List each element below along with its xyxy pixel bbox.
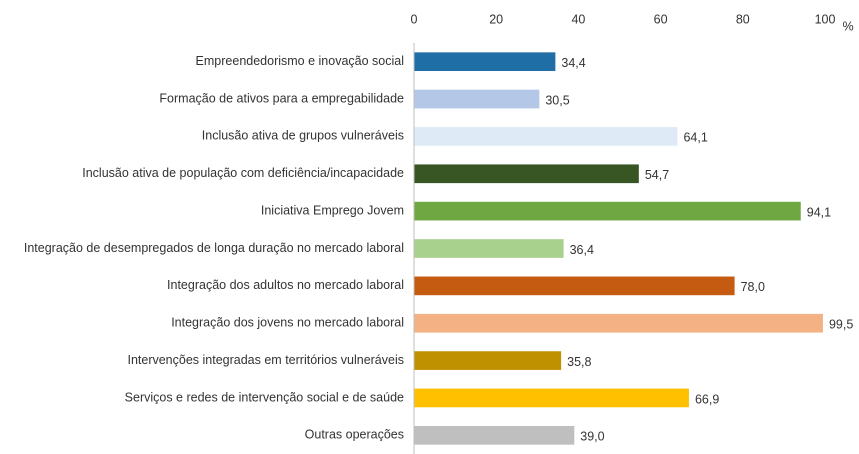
bar	[414, 425, 575, 445]
y-tick-label: Outras operações	[305, 428, 404, 442]
bar	[414, 164, 639, 184]
bar	[414, 276, 735, 296]
y-tick-label: Inclusão ativa de grupos vulneráveis	[202, 129, 404, 143]
value-label: 78,0	[741, 280, 765, 294]
bar	[414, 239, 564, 258]
bar	[414, 313, 823, 333]
x-tick-label: 100	[815, 12, 836, 26]
y-tick-label: Integração dos jovens no mercado laboral	[171, 316, 404, 330]
bar	[414, 201, 801, 221]
y-tick-label: Integração de desempregados de longa dur…	[24, 241, 404, 255]
bar	[414, 52, 556, 72]
x-tick-label: 40	[571, 12, 585, 26]
y-tick-label: Integração dos adultos no mercado labora…	[167, 278, 404, 292]
axis-unit: %	[842, 19, 853, 33]
value-label: 36,4	[570, 243, 594, 257]
value-label: 54,7	[645, 168, 669, 182]
y-tick-label: Inclusão ativa de população com deficiên…	[82, 166, 404, 180]
y-tick-label: Intervenções integradas em territórios v…	[127, 353, 404, 367]
value-label: 99,5	[829, 318, 853, 332]
value-label: 39,0	[580, 430, 604, 444]
y-tick-label: Empreendedorismo e inovação social	[196, 54, 404, 68]
bar	[414, 89, 540, 109]
x-tick-label: 20	[489, 12, 503, 26]
value-label: 30,5	[545, 93, 569, 107]
bar	[414, 388, 689, 408]
x-tick-label: 0	[411, 12, 418, 26]
value-label: 94,1	[807, 205, 831, 219]
x-tick-label: 80	[736, 12, 750, 26]
bar	[414, 127, 678, 146]
y-tick-label: Iniciativa Emprego Jovem	[261, 203, 404, 217]
y-tick-label: Serviços e redes de intervenção social e…	[125, 390, 404, 404]
x-tick-label: 60	[654, 12, 668, 26]
y-tick-label: Formação de ativos para a empregabilidad…	[159, 91, 404, 105]
bar	[414, 351, 562, 370]
value-label: 34,4	[561, 56, 585, 70]
value-label: 66,9	[695, 392, 719, 406]
value-label: 35,8	[567, 355, 591, 369]
value-label: 64,1	[683, 131, 707, 145]
